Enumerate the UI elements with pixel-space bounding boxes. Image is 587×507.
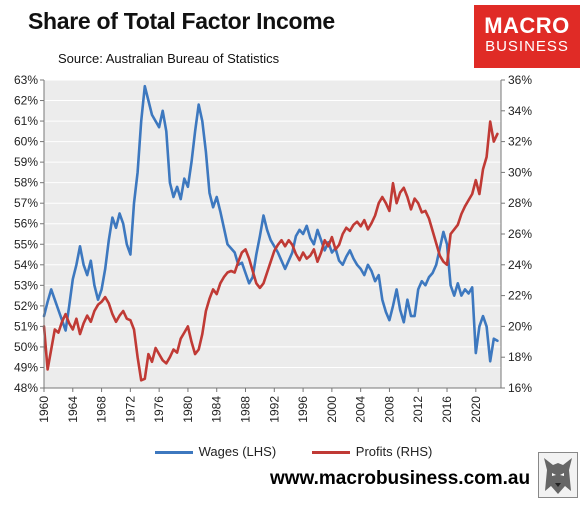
x-tick-label: 2012 — [411, 396, 425, 423]
x-tick-label: 1988 — [239, 396, 253, 423]
footer-url: www.macrobusiness.com.au — [270, 468, 531, 489]
x-tick-label: 2000 — [325, 396, 339, 423]
y-right-tick-label: 20% — [508, 319, 532, 333]
y-left-tick-label: 57% — [14, 196, 38, 210]
wolf-emblem-icon — [538, 452, 578, 498]
y-left-tick-label: 61% — [14, 114, 38, 128]
x-tick-label: 1984 — [210, 396, 224, 423]
chart-title: Share of Total Factor Income — [28, 8, 335, 34]
y-left-tick-label: 49% — [14, 360, 38, 374]
legend: Wages (LHS) Profits (RHS) — [0, 444, 587, 459]
y-left-tick-label: 60% — [14, 135, 38, 149]
y-right-tick-label: 16% — [508, 381, 532, 395]
y-left-tick-label: 58% — [14, 176, 38, 190]
series-layer — [42, 84, 499, 382]
series-line-profits — [42, 120, 499, 382]
y-left-tick-label: 59% — [14, 155, 38, 169]
chart-source: Source: Australian Bureau of Statistics — [58, 51, 280, 66]
axes: 48% 49% 50% 51% 52% 53% 54% 55% 56% 57% 58% 59% 60% 6… — [14, 73, 532, 423]
x-tick-label: 1996 — [296, 396, 310, 423]
x-tick-label: 2008 — [382, 396, 396, 423]
y-left-tick-label: 62% — [14, 94, 38, 108]
x-tick-label: 2004 — [354, 396, 368, 423]
y-left-tick-label: 55% — [14, 237, 38, 251]
x-tick-label: 1960 — [37, 396, 51, 423]
x-tick-label: 1992 — [267, 396, 281, 423]
x-tick-label: 1968 — [95, 396, 109, 423]
y-right-tick-label: 24% — [508, 258, 532, 272]
legend-item-wages: Wages (LHS) — [154, 444, 277, 459]
line-chart: 48% 49% 50% 51% 52% 53% 54% 55% 56% 57% 58% 59% 60% 6… — [14, 73, 532, 423]
x-tick-label: 1976 — [152, 396, 166, 423]
x-tick-label: 2020 — [469, 396, 483, 423]
y-right-tick-label: 22% — [508, 289, 532, 303]
y-left-tick-label: 48% — [14, 381, 38, 395]
legend-label-profits: Profits (RHS) — [355, 444, 433, 459]
x-tick-label: 2016 — [440, 396, 454, 423]
legend-swatch-wages — [154, 451, 193, 455]
y-left-tick-label: 54% — [14, 258, 38, 272]
macro-business-logo: MACRO BUSINESS — [474, 5, 580, 68]
x-tick-label: 1964 — [66, 396, 80, 423]
y-right-tick-label: 28% — [508, 196, 532, 210]
y-left-tick-label: 53% — [14, 278, 38, 292]
x-tick-label: 1972 — [123, 396, 137, 423]
y-left-tick-label: 52% — [14, 299, 38, 313]
logo-line-1: MACRO — [484, 13, 570, 38]
y-left-tick-label: 63% — [14, 73, 38, 87]
y-left-tick-label: 56% — [14, 217, 38, 231]
series-line-wages — [42, 84, 499, 363]
legend-item-profits: Profits (RHS) — [311, 444, 433, 459]
y-right-tick-label: 18% — [508, 350, 532, 364]
y-right-tick-label: 36% — [508, 73, 532, 87]
y-right-tick-label: 34% — [508, 104, 532, 118]
legend-swatch-profits — [311, 451, 350, 455]
y-left-tick-label: 51% — [14, 319, 38, 333]
y-right-tick-label: 32% — [508, 135, 532, 149]
legend-label-wages: Wages (LHS) — [198, 444, 277, 459]
logo-line-2: BUSINESS — [485, 38, 569, 55]
plot-area — [44, 80, 501, 388]
y-right-tick-label: 26% — [508, 227, 532, 241]
y-right-tick-label: 30% — [508, 165, 532, 179]
x-tick-label: 1980 — [181, 396, 195, 423]
y-left-tick-label: 50% — [14, 340, 38, 354]
